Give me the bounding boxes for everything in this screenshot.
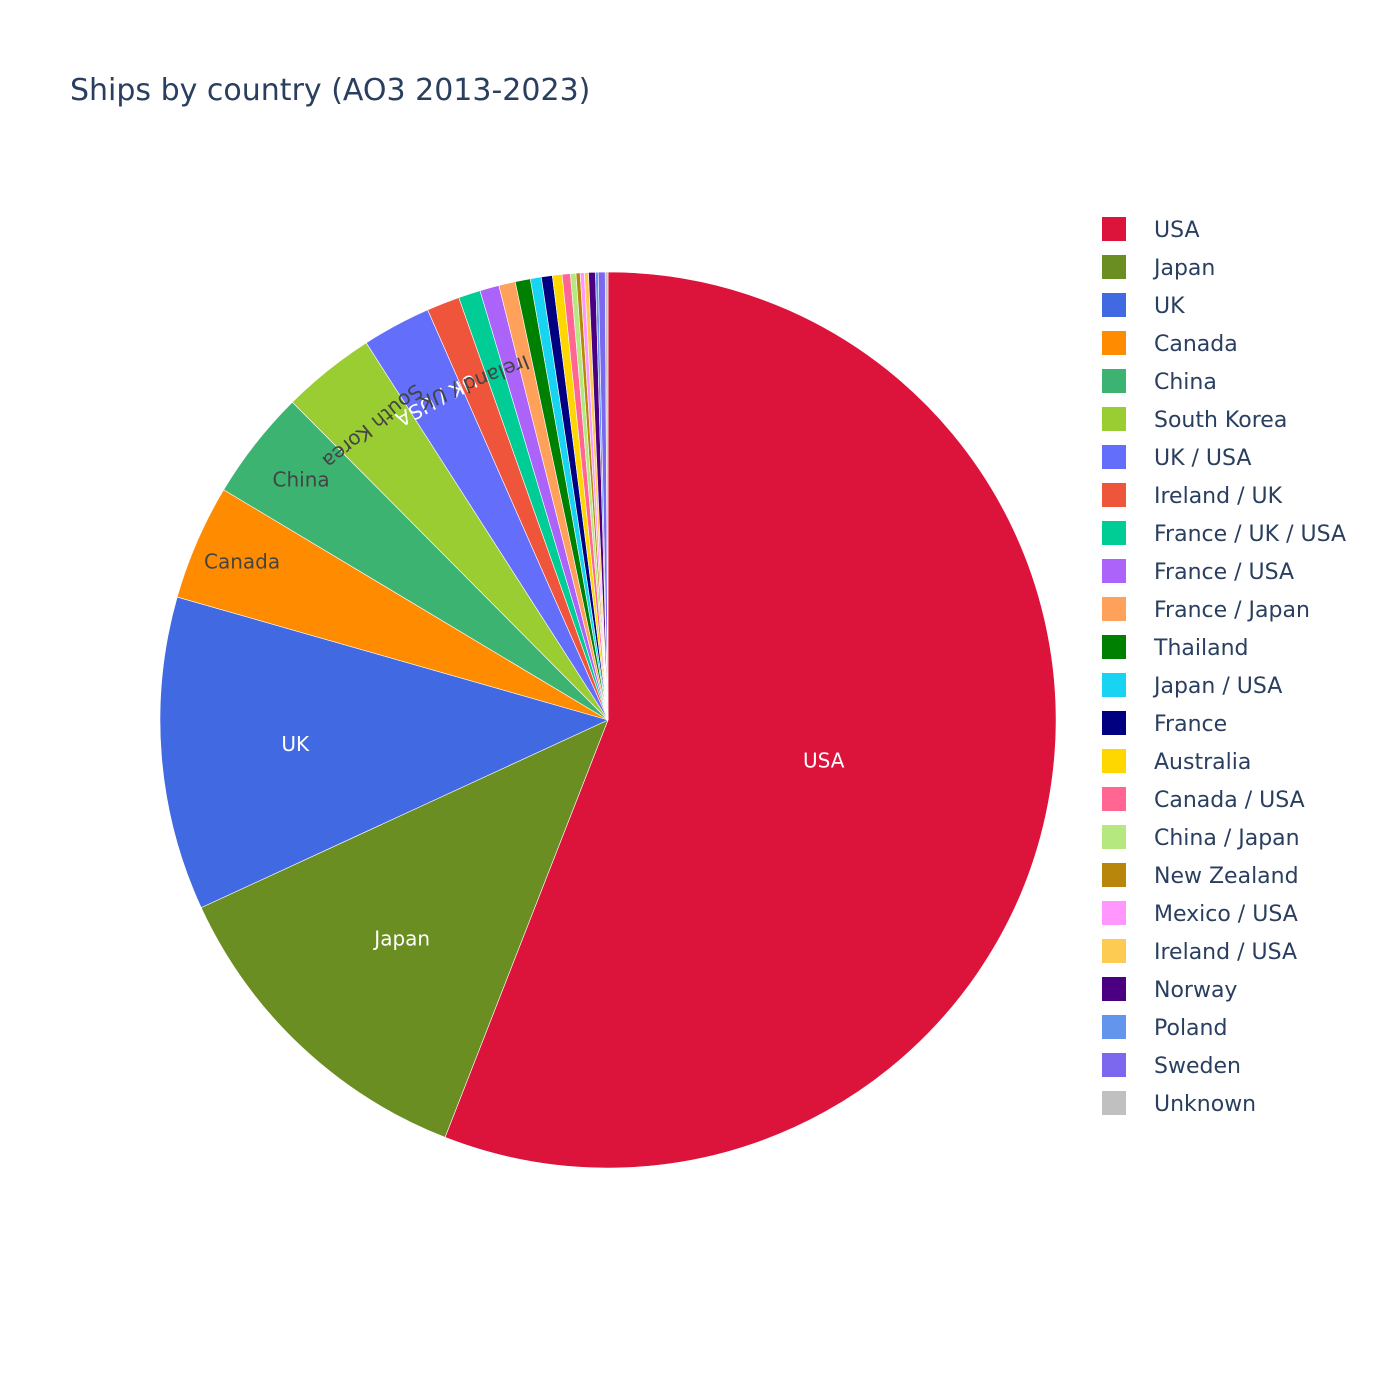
legend[interactable]: USA Japan UK Canada China South Korea UK / USA…: [1102, 217, 1346, 1117]
legend-item-france-uk-usa[interactable]: France / UK / USA: [1102, 521, 1346, 547]
legend-swatch: [1102, 559, 1126, 583]
legend-swatch: [1102, 977, 1126, 1001]
legend-label: New Zealand: [1154, 864, 1299, 889]
legend-item-uk[interactable]: UK: [1102, 293, 1185, 319]
slice-unknown[interactable]: [604, 271, 609, 721]
slice-label-canada: Canada: [204, 550, 280, 574]
legend-swatch: [1102, 939, 1126, 963]
pie-slices: [159, 271, 1057, 1169]
legend-swatch: [1102, 521, 1126, 545]
legend-item-ireland-usa[interactable]: Ireland / USA: [1102, 939, 1297, 965]
slice-uk[interactable]: [159, 596, 609, 909]
legend-swatch: [1102, 901, 1126, 925]
legend-swatch: [1102, 217, 1126, 241]
chart-title: Ships by country (AO3 2013-2023): [70, 73, 590, 108]
legend-label: USA: [1154, 218, 1200, 243]
legend-item-china-japan[interactable]: China / Japan: [1102, 825, 1300, 851]
legend-swatch: [1102, 445, 1126, 469]
legend-swatch: [1102, 787, 1126, 811]
legend-swatch: [1102, 711, 1126, 735]
legend-label: UK: [1154, 294, 1185, 319]
legend-label: Mexico / USA: [1154, 902, 1298, 927]
legend-swatch: [1102, 1091, 1126, 1115]
legend-label: Norway: [1154, 978, 1237, 1003]
legend-item-france[interactable]: France: [1102, 711, 1227, 737]
legend-item-south-korea[interactable]: South Korea: [1102, 407, 1287, 433]
legend-label: China: [1154, 370, 1217, 395]
slice-usa[interactable]: [444, 271, 1057, 1169]
legend-item-japan-usa[interactable]: Japan / USA: [1102, 673, 1282, 699]
legend-swatch: [1102, 255, 1126, 279]
legend-swatch: [1102, 1053, 1126, 1077]
legend-swatch: [1102, 293, 1126, 317]
legend-swatch: [1102, 407, 1126, 431]
legend-label: Ireland / UK: [1154, 484, 1283, 509]
legend-item-uk-usa[interactable]: UK / USA: [1102, 445, 1251, 471]
legend-item-france-usa[interactable]: France / USA: [1102, 559, 1294, 585]
legend-swatch: [1102, 483, 1126, 507]
legend-item-norway[interactable]: Norway: [1102, 977, 1237, 1003]
legend-label: China / Japan: [1154, 826, 1300, 851]
slice-japan[interactable]: [200, 719, 609, 1138]
legend-label: Japan / USA: [1152, 674, 1282, 699]
legend-label: France / USA: [1154, 560, 1294, 585]
legend-swatch: [1102, 673, 1126, 697]
legend-item-canada[interactable]: Canada: [1102, 331, 1238, 357]
legend-item-canada-usa[interactable]: Canada / USA: [1102, 787, 1305, 813]
legend-label: Japan: [1152, 256, 1215, 281]
legend-label: UK / USA: [1154, 446, 1251, 471]
legend-label: South Korea: [1154, 408, 1287, 433]
legend-label: Unknown: [1154, 1092, 1256, 1117]
legend-swatch: [1102, 1015, 1126, 1039]
legend-item-ireland-uk[interactable]: Ireland / UK: [1102, 483, 1283, 509]
legend-item-unknown[interactable]: Unknown: [1102, 1091, 1256, 1117]
legend-label: France: [1154, 712, 1227, 737]
legend-swatch: [1102, 597, 1126, 621]
legend-label: Thailand: [1153, 636, 1248, 661]
slice-label-japan: Japan: [372, 927, 430, 951]
legend-item-sweden[interactable]: Sweden: [1102, 1053, 1241, 1079]
slice-label-china: China: [273, 468, 330, 492]
legend-label: Canada / USA: [1154, 788, 1305, 813]
legend-item-usa[interactable]: USA: [1102, 217, 1200, 243]
legend-item-japan[interactable]: Japan: [1102, 255, 1215, 281]
legend-label: Poland: [1154, 1016, 1227, 1041]
legend-item-france-japan[interactable]: France / Japan: [1102, 597, 1310, 623]
legend-swatch: [1102, 825, 1126, 849]
legend-swatch: [1102, 331, 1126, 355]
legend-label: Australia: [1154, 750, 1251, 775]
legend-item-china[interactable]: China: [1102, 369, 1217, 395]
legend-item-australia[interactable]: Australia: [1102, 749, 1251, 775]
slice-label-usa: USA: [803, 749, 845, 773]
legend-label: France / UK / USA: [1154, 522, 1346, 547]
legend-label: Canada: [1154, 332, 1238, 357]
legend-swatch: [1102, 369, 1126, 393]
legend-item-thailand[interactable]: Thailand: [1102, 635, 1248, 661]
legend-item-poland[interactable]: Poland: [1102, 1015, 1227, 1041]
legend-swatch: [1102, 635, 1126, 659]
legend-label: France / Japan: [1154, 598, 1310, 623]
legend-item-mexico-usa[interactable]: Mexico / USA: [1102, 901, 1298, 927]
legend-item-new-zealand[interactable]: New Zealand: [1102, 863, 1299, 889]
legend-swatch: [1102, 749, 1126, 773]
legend-label: Sweden: [1154, 1054, 1241, 1079]
legend-swatch: [1102, 863, 1126, 887]
legend-label: Ireland / USA: [1154, 940, 1297, 965]
slice-label-uk: UK: [281, 732, 310, 756]
